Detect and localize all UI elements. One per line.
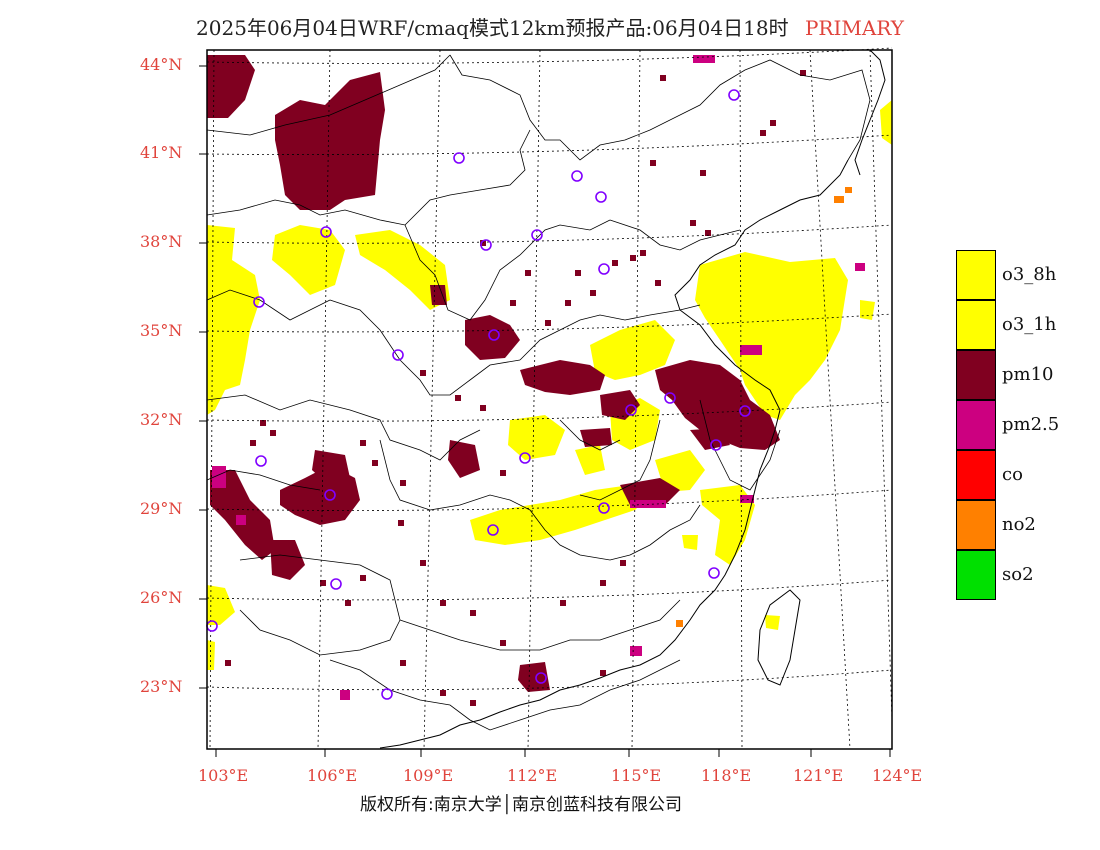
legend-label-pm10: pm10	[1002, 364, 1054, 385]
ozone-regions	[207, 100, 892, 670]
legend-label-so2: so2	[1002, 564, 1034, 585]
lat-label-38: 38°N	[140, 232, 183, 251]
map-frame	[206, 49, 893, 750]
lon-label-121: 121°E	[793, 766, 844, 785]
title-main: 2025年06月04日WRF/cmaq模式12km预报产品:06月04日18时	[196, 16, 789, 40]
lat-label-32: 32°N	[140, 410, 183, 429]
lon-label-109: 109°E	[403, 766, 454, 785]
legend-swatch-pm10	[956, 350, 996, 400]
legend-swatch-co	[956, 450, 996, 500]
legend-swatch-so2	[956, 550, 996, 600]
lon-label-115: 115°E	[611, 766, 662, 785]
pm10-regions	[207, 55, 780, 692]
lat-label-26: 26°N	[140, 588, 183, 607]
legend-label-pm25: pm2.5	[1002, 414, 1060, 435]
legend-label-o3-1h: o3_1h	[1002, 314, 1057, 335]
no2-regions	[676, 187, 852, 627]
province-boundaries	[206, 54, 871, 731]
lon-label-124: 124°E	[872, 766, 923, 785]
axis-ticks	[199, 65, 891, 757]
lon-label-103: 103°E	[198, 766, 249, 785]
lon-label-106: 106°E	[307, 766, 358, 785]
map-title: 2025年06月04日WRF/cmaq模式12km预报产品:06月04日18时 …	[0, 12, 1100, 40]
legend-swatch-o3-1h	[956, 300, 996, 350]
pm10-scattered-cells	[225, 70, 806, 706]
copyright-text: 版权所有:南京大学│南京创蓝科技有限公司	[360, 795, 682, 815]
coastline	[379, 49, 886, 749]
graticule	[206, 47, 893, 750]
title-primary-tag: PRIMARY	[804, 16, 904, 40]
lon-label-112: 112°E	[507, 766, 558, 785]
legend-label-o3-8h: o3_8h	[1002, 264, 1057, 285]
lon-label-118: 118°E	[701, 766, 752, 785]
lat-label-29: 29°N	[140, 499, 183, 518]
legend-label-co: co	[1002, 464, 1023, 485]
legend-label-no2: no2	[1002, 514, 1036, 535]
lat-label-35: 35°N	[140, 321, 183, 340]
legend-swatch-no2	[956, 500, 996, 550]
lat-label-23: 23°N	[140, 677, 183, 696]
lat-label-44: 44°N	[140, 55, 183, 74]
legend-swatch-o3-8h	[956, 250, 996, 300]
legend-swatch-pm25	[956, 400, 996, 450]
lat-label-41: 41°N	[140, 143, 183, 162]
